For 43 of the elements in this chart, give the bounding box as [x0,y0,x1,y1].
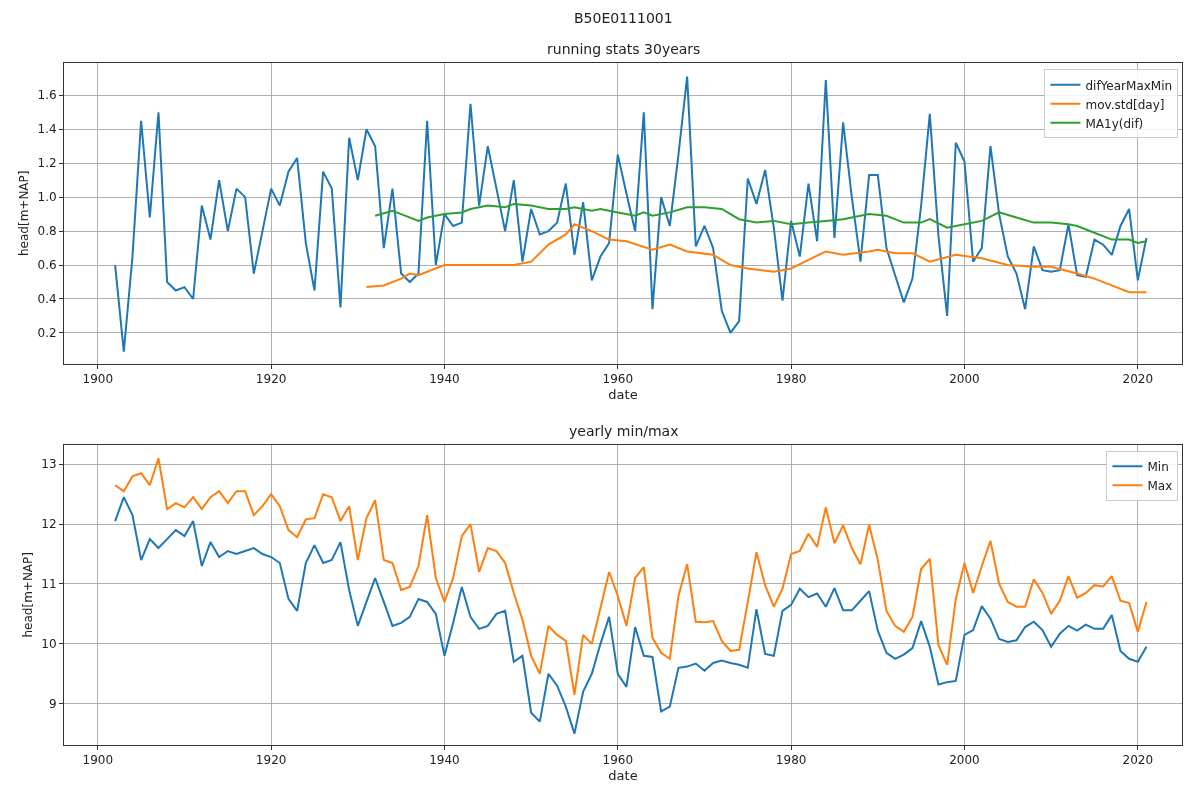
legend-label: Min [1147,460,1169,474]
y-tick-label: 10 [41,637,57,652]
y-tick-label: 11 [41,577,57,592]
x-tick-label: 1960 [602,371,634,386]
y-axis-title: head[m+NAP] [20,552,35,638]
x-tick-label: 1900 [82,371,114,386]
line-series [365,223,1148,294]
y-tick-label: 0.2 [37,326,57,341]
y-tick-label: 0.4 [37,292,57,307]
y-tick-label: 1.4 [37,122,57,137]
line-series [374,202,1148,244]
x-tick-label: 1940 [429,371,460,386]
chart-title: yearly min/max [569,423,679,439]
x-tick-label: 1900 [82,753,114,768]
x-tick-label: 1940 [429,753,460,768]
y-tick-label: 9 [48,696,57,711]
x-tick-label: 2000 [949,371,980,386]
y-tick-label: 1.6 [37,88,57,103]
x-tick-label: 1960 [602,753,634,768]
x-tick-label: 1920 [255,753,287,768]
y-axis-title: head[m+NAP] [16,170,31,256]
x-tick-label: 2020 [1122,371,1154,386]
line-series [114,496,1148,735]
x-tick-label: 1980 [775,753,807,768]
line-series [114,457,1148,696]
y-tick-label: 1.2 [37,156,57,171]
legend-label: mov.std[day] [1085,97,1165,112]
legend-label: Max [1147,479,1173,493]
y-tick-label: 1.0 [37,190,57,205]
x-tick-label: 2020 [1122,753,1154,768]
y-tick-label: 13 [41,457,57,472]
x-axis-title: date [608,386,638,402]
y-tick-label: 0.6 [37,258,57,273]
chart-title: running stats 30years [547,41,701,57]
y-tick-label: 0.8 [37,224,57,239]
x-tick-label: 1920 [255,371,287,386]
x-axis-title: date [608,768,638,783]
legend-label: difYearMaxMin [1085,78,1173,93]
x-tick-label: 2000 [949,753,980,768]
legend-label: MA1y(dif) [1085,116,1144,131]
x-tick-label: 1980 [775,371,807,386]
text: B50E0111001 [574,10,673,26]
y-tick-label: 12 [41,517,57,532]
